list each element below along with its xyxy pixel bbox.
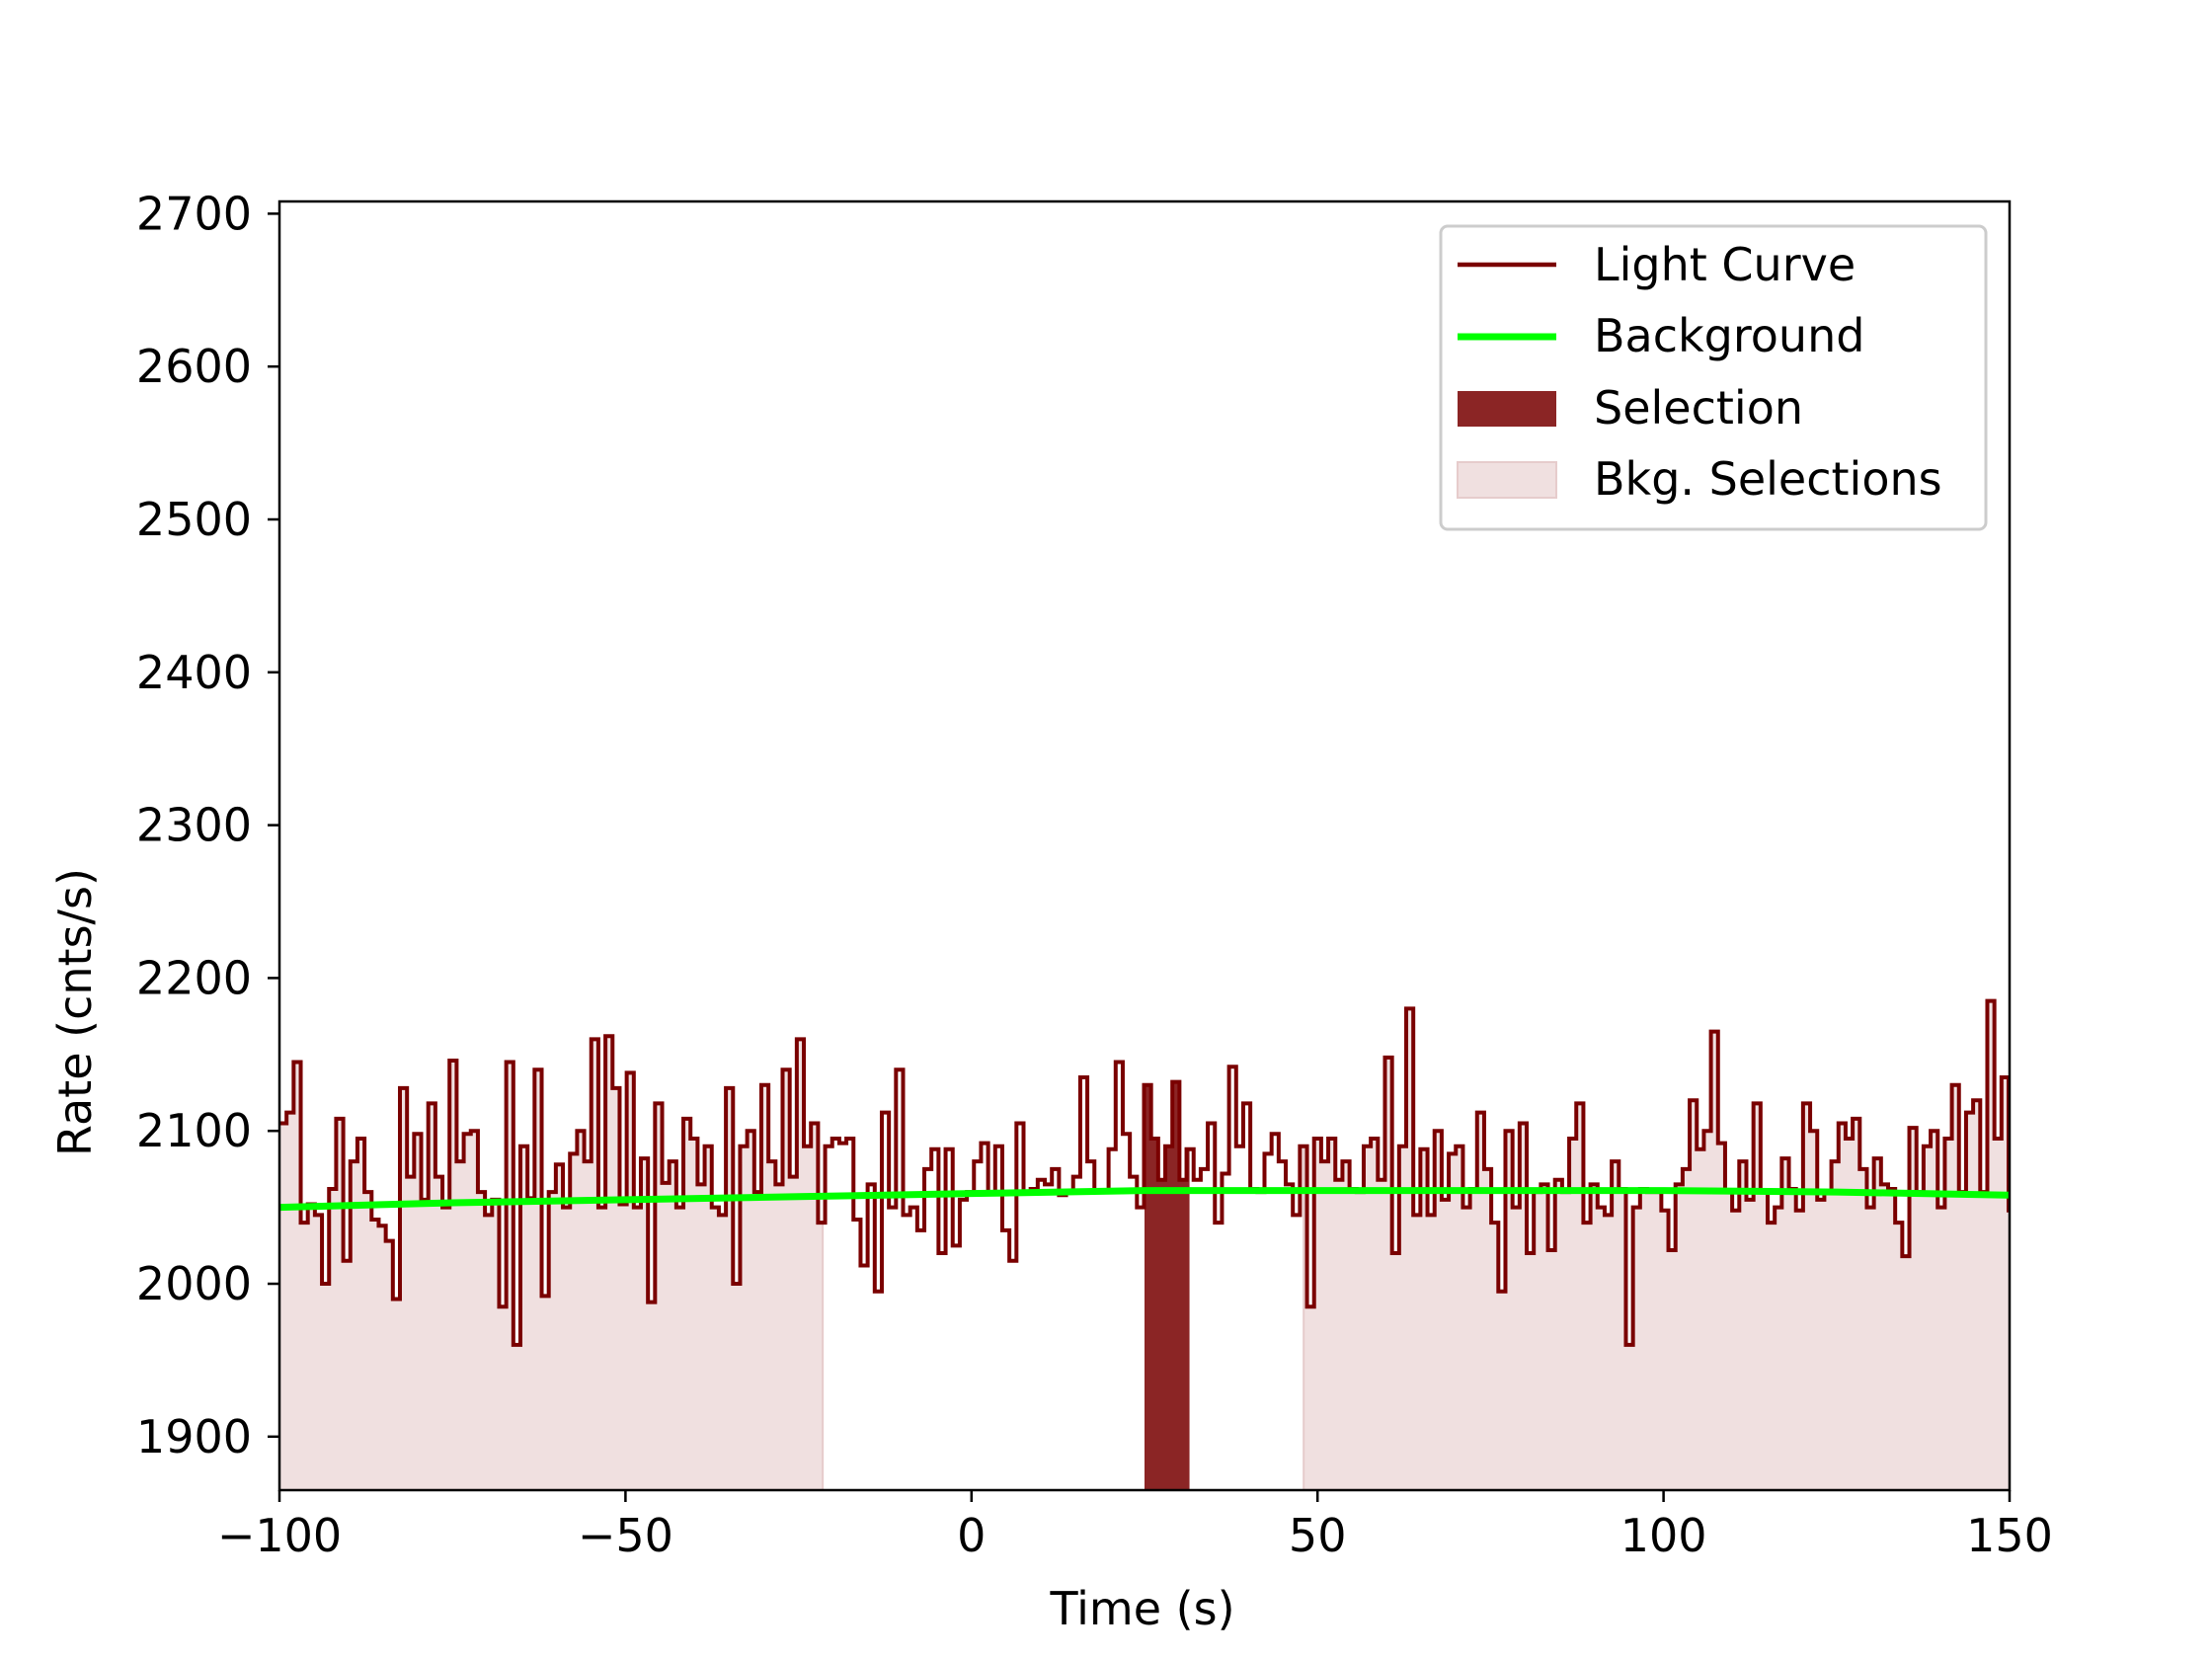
- legend-light-curve-label: Light Curve: [1594, 238, 1856, 291]
- y-tick-label: 2300: [136, 799, 252, 852]
- legend: Light Curve Background Selection Bkg. Se…: [1439, 224, 1988, 531]
- y-tick-label: 1900: [136, 1410, 252, 1463]
- selection-region: [1145, 1081, 1190, 1490]
- plot-area: [279, 998, 2010, 1490]
- y-axis-ticks: 1900 2000 2100 2200 2300 2400 2500 2600 2700: [136, 187, 279, 1463]
- x-tick-label: 0: [957, 1509, 986, 1562]
- light-curve-line: [279, 998, 2010, 1347]
- legend-bkg-selections-swatch: [1457, 461, 1557, 499]
- background-model-line: [279, 1187, 2010, 1212]
- legend-selection-label: Selection: [1594, 381, 1803, 434]
- y-tick-label: 2500: [136, 493, 252, 546]
- x-tick-label: −50: [578, 1509, 673, 1562]
- y-tick-label: 2600: [136, 340, 252, 393]
- x-axis-ticks: −100 −50 0 50 100 150: [217, 1490, 2053, 1562]
- y-tick-label: 2100: [136, 1104, 252, 1157]
- axes-frame: [277, 199, 2012, 1492]
- x-tick-label: 50: [1289, 1509, 1347, 1562]
- y-tick-label: 2200: [136, 951, 252, 1004]
- x-tick-label: 100: [1620, 1509, 1707, 1562]
- x-axis-label: Time (s): [1049, 1582, 1234, 1635]
- y-tick-label: 2400: [136, 646, 252, 699]
- y-axis-label: Rate (cnts/s): [48, 868, 102, 1156]
- plot-content: [279, 998, 2010, 1490]
- x-tick-label: −100: [217, 1509, 342, 1562]
- legend-selection-swatch: [1458, 391, 1556, 427]
- axes-border: [277, 199, 2012, 1492]
- x-tick-label: 150: [1966, 1509, 2053, 1562]
- y-tick-label: 2000: [136, 1257, 252, 1310]
- legend-background-label: Background: [1594, 309, 1864, 362]
- legend-frame: [1439, 224, 1988, 531]
- y-tick-label: 2700: [136, 187, 252, 240]
- legend-bkg-selections-label: Bkg. Selections: [1594, 452, 1942, 506]
